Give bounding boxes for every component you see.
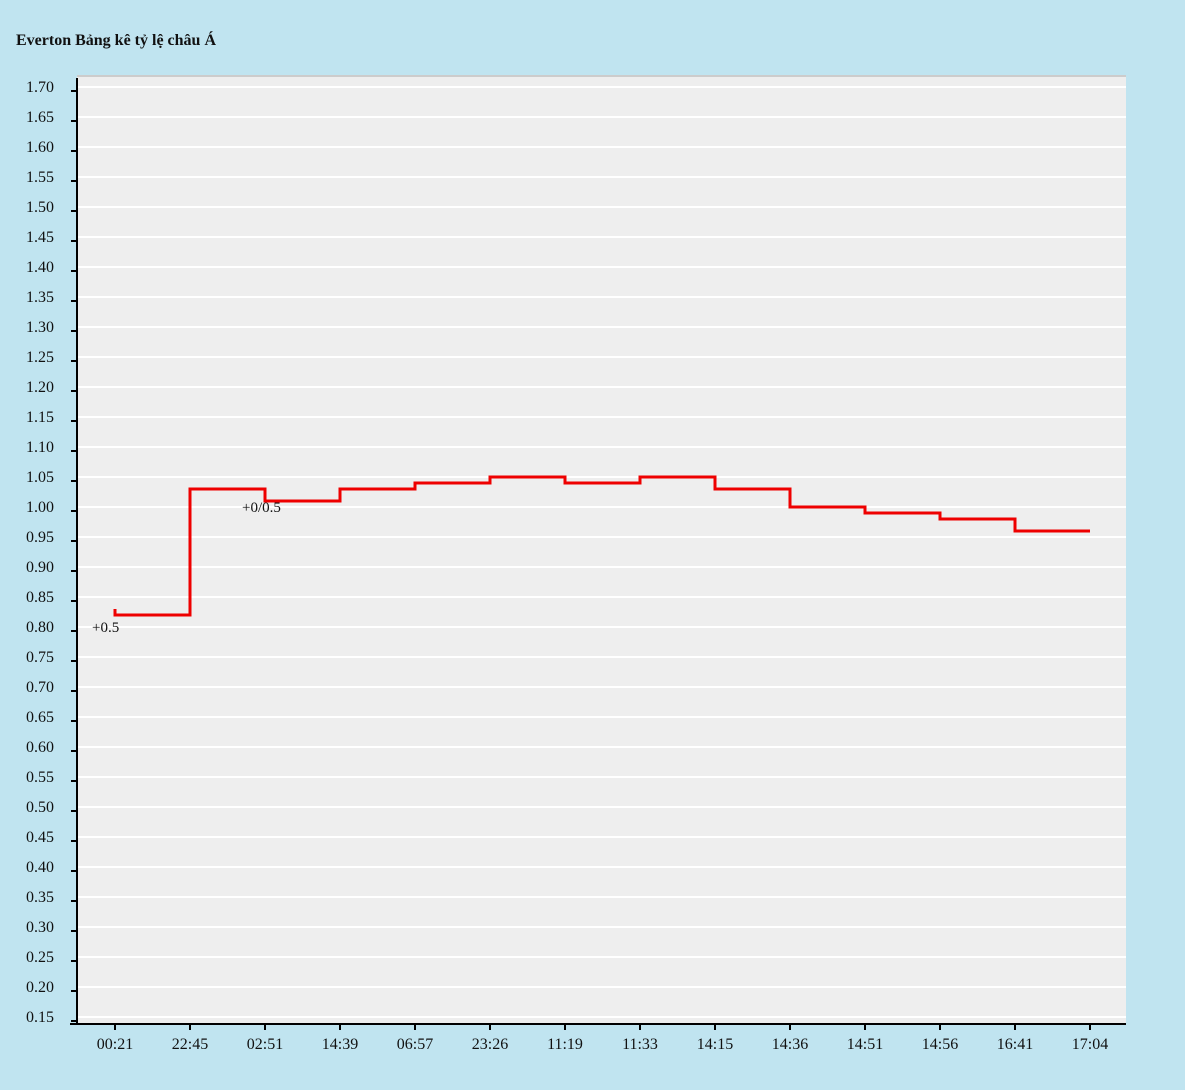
x-tick-label: 06:57 [397, 1036, 433, 1053]
y-tick-label: 0.85 [26, 589, 54, 606]
y-axis-ticks: 0.15 0.20 0.25 0.30 0.35 0.40 0.45 0.50 0.55 0.60… [26, 79, 77, 1026]
x-tick-label: 02:51 [247, 1036, 283, 1053]
x-tick-label: 11:33 [622, 1036, 658, 1053]
y-tick-label: 1.45 [26, 229, 54, 246]
y-tick-label: 0.50 [26, 799, 54, 816]
y-tick-label: 0.70 [26, 679, 54, 696]
y-tick-label: 0.80 [26, 619, 54, 636]
y-tick-label: 0.75 [26, 649, 54, 666]
y-tick-label: 1.15 [26, 409, 54, 426]
chart-title: Everton Bảng kê tỷ lệ châu Á [16, 32, 216, 49]
y-tick-label: 0.35 [26, 889, 54, 906]
gridlines [77, 86, 1126, 1018]
x-tick-label: 14:39 [322, 1036, 358, 1053]
y-tick-label: 0.40 [26, 859, 54, 876]
axes [70, 75, 1126, 1025]
x-tick-label: 11:19 [547, 1036, 583, 1053]
series [113, 475, 1090, 617]
y-tick-label: 1.40 [26, 259, 54, 276]
x-tick-label: 23:26 [472, 1036, 508, 1053]
y-tick-label: 0.20 [26, 979, 54, 996]
plot-area [77, 76, 1126, 1024]
y-tick-label: 1.55 [26, 169, 54, 186]
x-tick-label: 14:56 [922, 1036, 958, 1053]
x-tick-label: 17:04 [1072, 1036, 1108, 1053]
y-tick-label: 0.60 [26, 739, 54, 756]
x-axis-ticks: 00:21 22:45 02:51 14:39 06:57 23:26 11:19 11:33… [97, 1024, 1108, 1053]
y-tick-label: 1.30 [26, 319, 54, 336]
y-tick-label: 1.00 [26, 499, 54, 516]
y-tick-label: 1.60 [26, 139, 54, 156]
y-tick-label: 1.35 [26, 289, 54, 306]
y-tick-label: 0.25 [26, 949, 54, 966]
y-tick-label: 0.45 [26, 829, 54, 846]
handicap-annotation: +0.5 [92, 620, 119, 636]
y-tick-label: 1.50 [26, 199, 54, 216]
x-tick-label: 14:36 [772, 1036, 808, 1053]
y-tick-label: 0.90 [26, 559, 54, 576]
x-tick-label: 16:41 [997, 1036, 1033, 1053]
y-tick-label: 1.10 [26, 439, 54, 456]
y-tick-label: 1.25 [26, 349, 54, 366]
x-tick-label: 22:45 [172, 1036, 208, 1053]
handicap-annotation: +0/0.5 [242, 500, 281, 516]
y-tick-label: 0.15 [26, 1009, 54, 1026]
y-tick-label: 0.55 [26, 769, 54, 786]
y-tick-label: 1.20 [26, 379, 54, 396]
y-tick-label: 0.95 [26, 529, 54, 546]
series-line [113, 475, 1090, 617]
y-tick-label: 1.05 [26, 469, 54, 486]
y-tick-label: 1.70 [26, 79, 54, 96]
y-tick-label: 0.30 [26, 919, 54, 936]
annotations: +0.5 +0/0.5 [92, 500, 281, 636]
y-tick-label: 1.65 [26, 109, 54, 126]
y-tick-label: 0.65 [26, 709, 54, 726]
x-tick-label: 00:21 [97, 1036, 133, 1053]
x-tick-label: 14:51 [847, 1036, 883, 1053]
x-tick-label: 14:15 [697, 1036, 733, 1053]
